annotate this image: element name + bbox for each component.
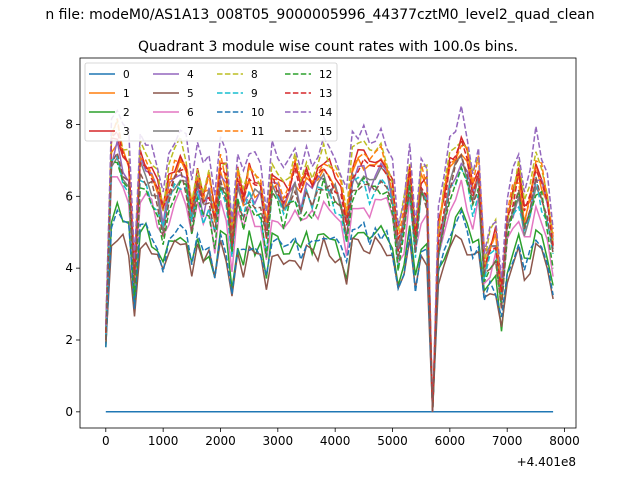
x-offset-label: +4.401e8 bbox=[517, 455, 576, 469]
legend-label-6: 6 bbox=[187, 107, 194, 119]
axes-frame bbox=[79, 57, 577, 429]
legend-label-10: 10 bbox=[251, 107, 264, 119]
legend-label-8: 8 bbox=[251, 69, 258, 81]
x-tick-label: 4000 bbox=[320, 434, 351, 448]
series-line-10 bbox=[105, 208, 554, 412]
legend-label-9: 9 bbox=[251, 88, 258, 100]
legend-label-7: 7 bbox=[187, 126, 194, 138]
x-tick-label: 8000 bbox=[549, 434, 580, 448]
x-tick-label: 5000 bbox=[377, 434, 408, 448]
series-lines bbox=[105, 105, 554, 413]
legend-label-1: 1 bbox=[123, 88, 130, 100]
series-line-7 bbox=[105, 154, 554, 412]
series-line-11 bbox=[105, 118, 554, 412]
y-axis: 0 2 4 6 8 bbox=[65, 117, 80, 419]
series-line-2 bbox=[105, 200, 554, 412]
legend-label-0: 0 bbox=[123, 69, 130, 81]
legend-label-5: 5 bbox=[187, 88, 194, 100]
x-tick-label: 6000 bbox=[435, 434, 466, 448]
figure-suptitle: n file: modeM0/AS1A13_008T05_9000005996_… bbox=[45, 7, 594, 23]
legend-label-2: 2 bbox=[123, 107, 130, 119]
chart-title: Quadrant 3 module wise count rates with … bbox=[138, 39, 518, 55]
legend-box bbox=[84, 62, 338, 142]
y-tick-label: 2 bbox=[65, 333, 73, 347]
x-tick-label: 2000 bbox=[205, 434, 236, 448]
series-line-15 bbox=[105, 150, 554, 412]
x-axis: 0 1000 2000 3000 4000 5000 6000 7000 8000 bbox=[102, 428, 580, 448]
x-tick-label: 1000 bbox=[148, 434, 179, 448]
legend-label-13: 13 bbox=[319, 88, 332, 100]
series-line-12 bbox=[105, 160, 554, 412]
x-tick-label: 0 bbox=[102, 434, 110, 448]
series-line-8 bbox=[105, 119, 554, 412]
x-tick-label: 7000 bbox=[492, 434, 523, 448]
legend-label-12: 12 bbox=[319, 69, 332, 81]
legend-label-11: 11 bbox=[251, 126, 264, 138]
y-tick-label: 8 bbox=[65, 117, 73, 131]
x-tick-label: 3000 bbox=[263, 434, 294, 448]
legend-label-3: 3 bbox=[123, 126, 130, 138]
y-tick-label: 0 bbox=[65, 405, 73, 419]
legend-label-14: 14 bbox=[319, 107, 333, 119]
series-line-13 bbox=[105, 130, 554, 412]
legend-label-4: 4 bbox=[187, 69, 194, 81]
y-tick-label: 6 bbox=[65, 189, 73, 203]
legend-label-15: 15 bbox=[319, 126, 332, 138]
series-line-5 bbox=[105, 232, 554, 412]
y-tick-label: 4 bbox=[65, 261, 73, 275]
